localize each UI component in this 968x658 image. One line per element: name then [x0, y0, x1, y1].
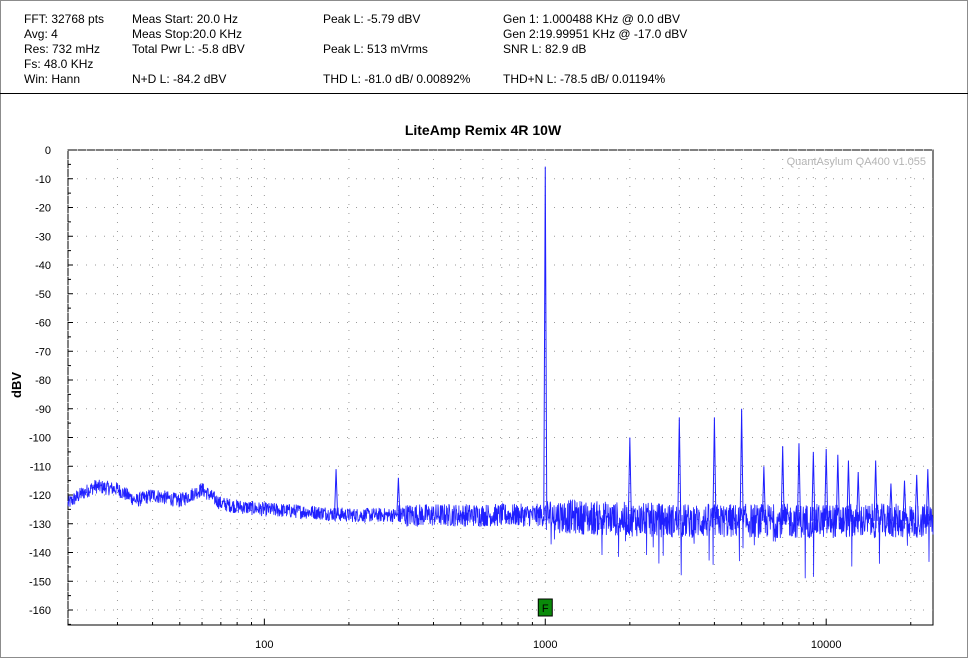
harmonic-peak: [543, 166, 548, 516]
averages-readout: Avg: 4: [24, 27, 58, 41]
snr-readout: SNR L: 82.9 dB: [503, 42, 587, 56]
harmonic-peak: [914, 474, 919, 521]
plot-area: [67, 149, 934, 626]
y-tick-label: -40: [35, 260, 51, 272]
thd-readout: THD L: -81.0 dB/ 0.00892%: [323, 72, 471, 86]
y-tick-label: -60: [35, 318, 51, 330]
grid: [67, 149, 933, 625]
x-tick-label: 10000: [811, 639, 842, 651]
gen2-readout: Gen 2:19.99951 KHz @ -17.0 dBV: [503, 27, 688, 41]
harmonic-peak: [739, 408, 744, 521]
y-tick-label: -30: [35, 231, 51, 243]
harmonic-peak: [780, 446, 785, 521]
meas-stop-readout: Meas Stop:20.0 KHz: [132, 27, 243, 41]
y-tick-label: 0: [45, 145, 51, 157]
gen1-readout: Gen 1: 1.000488 KHz @ 0.0 dBV: [503, 12, 680, 26]
y-tick-label: -80: [35, 375, 51, 387]
noise-distortion-readout: N+D L: -84.2 dBV: [132, 72, 227, 86]
marker-label: F: [542, 603, 549, 615]
harmonic-peak: [334, 469, 339, 515]
x-tick-label: 100: [255, 639, 273, 651]
harmonic-peak: [200, 485, 204, 490]
harmonic-peak: [888, 483, 893, 521]
harmonic-peak: [811, 451, 816, 521]
marker-box: [537, 598, 553, 617]
harmonic-peak: [712, 417, 717, 521]
meas-start-readout: Meas Start: 20.0 Hz: [132, 12, 239, 26]
frequency-marker[interactable]: F: [537, 598, 553, 617]
harmonic-peak: [925, 469, 930, 521]
thdn-readout: THD+N L: -78.5 dB/ 0.01194%: [503, 72, 666, 86]
harmonic-peak: [835, 454, 840, 521]
peak-dbv-readout: Peak L: -5.79 dBV: [323, 12, 421, 26]
y-tick-label: -110: [30, 461, 51, 473]
harmonic-peak: [824, 448, 829, 521]
harmonic-peak: [396, 477, 401, 516]
axis-ticks: 0 -10 -20 -30 -40 -50 -60 -70 -80 -90 -100 -110 -120…: [29, 145, 912, 651]
harmonic-peak: [856, 471, 861, 521]
y-tick-label: -160: [29, 605, 51, 617]
peak-mvrms-readout: Peak L: 513 mVrms: [323, 42, 428, 56]
window-readout: Win: Hann: [24, 72, 81, 86]
y-tick-label: -10: [35, 174, 51, 186]
harmonic-peaks: [200, 166, 930, 521]
x-tick-label: 1000: [533, 639, 557, 651]
harmonic-peak: [873, 460, 878, 521]
y-tick-label: -90: [35, 404, 51, 416]
y-tick-label: -20: [35, 203, 51, 215]
harmonic-peak: [677, 417, 682, 521]
y-tick-label: -140: [29, 548, 51, 560]
header-divider: [0, 93, 968, 94]
y-tick-label: -100: [29, 433, 51, 445]
y-axis-label: dBV: [9, 372, 24, 398]
y-tick-label: -50: [35, 289, 51, 301]
series-line: [67, 479, 934, 579]
total-power-readout: Total Pwr L: -5.8 dBV: [132, 42, 245, 56]
y-tick-label: -70: [35, 346, 51, 358]
sample-rate-readout: Fs: 48.0 KHz: [24, 57, 94, 71]
watermark-text: QuantAsylum QA400 v1.055: [787, 156, 926, 168]
harmonic-peak: [627, 437, 632, 520]
chart-title: LiteAmp Remix 4R 10W: [405, 122, 562, 138]
y-tick-label: -120: [29, 490, 51, 502]
resolution-readout: Res: 732 mHz: [24, 42, 101, 56]
harmonic-peak: [761, 466, 766, 521]
harmonic-peak: [846, 460, 851, 521]
y-tick-label: -150: [29, 576, 51, 588]
fft-size-readout: FFT: 32768 pts: [24, 12, 105, 26]
harmonic-peak: [902, 480, 907, 521]
y-tick-label: -130: [29, 519, 51, 531]
harmonic-peak: [796, 443, 801, 521]
